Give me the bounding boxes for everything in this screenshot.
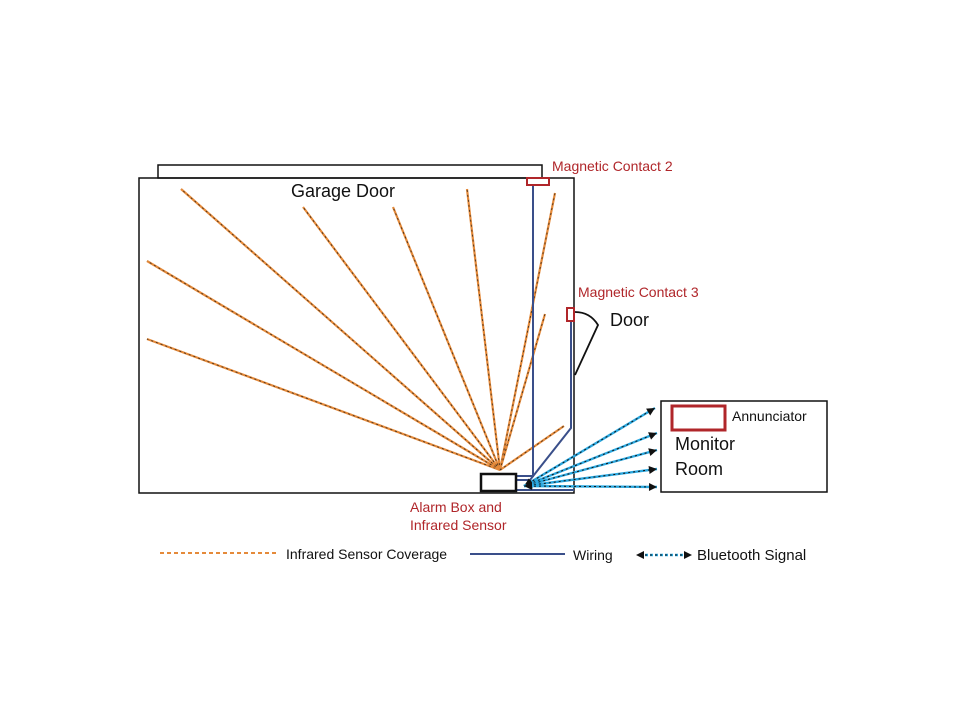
garage-outline [138,177,575,494]
bluetooth-dots-2 [523,432,658,487]
magnetic-contact-3-label: Magnetic Contact 3 [578,284,699,300]
door-swing-line [574,311,600,376]
magnetic-contact-3-marker [566,307,575,322]
wiring-contact-2 [516,185,534,477]
ir-ray-1 [146,337,501,472]
bluetooth-dots-4 [523,468,658,487]
ir-ray-dash-7 [499,192,556,471]
magnetic-contact-2-marker [526,177,550,186]
bluetooth-arrowhead-start-5 [524,482,533,491]
bluetooth-signal-arrows [523,406,658,491]
annunciator-marker [670,404,727,432]
ir-ray-dash-5 [392,206,501,471]
legend-bluetooth-arrow-left [636,551,644,559]
door-label: Door [610,310,650,330]
bluetooth-arrowhead-end-2 [648,432,657,440]
garage-door-label: Garage Door [291,181,396,201]
bluetooth-line-3 [523,448,658,488]
legend-ir-label: Infrared Sensor Coverage [286,546,448,562]
ir-ray-dash-2 [146,260,501,471]
legend-bluetooth-arrow-right [684,551,692,559]
bluetooth-arrowhead-end-1 [646,408,655,416]
alarm-box-label-line2: Infrared Sensor [410,517,507,533]
magnetic-contact-2-label: Magnetic Contact 2 [552,158,673,174]
garage-door-top-strip [157,164,543,179]
monitor-room-label-line2: Room [675,459,724,479]
bluetooth-arrowhead-end-3 [648,448,657,456]
legend-bluetooth-label: Bluetooth Signal [697,547,807,564]
legend-wiring-label: Wiring [573,547,613,563]
bluetooth-arrowhead-end-4 [648,466,657,474]
ir-ray-dash-3 [180,188,501,471]
bluetooth-dots-5 [523,485,658,488]
infrared-coverage-rays [146,188,565,472]
bluetooth-dots-1 [523,407,656,487]
wiring-lines [516,185,574,491]
ir-ray-dash-8 [499,313,546,471]
wiring-contact-3 [516,321,572,481]
annunciator-label: Annunciator [732,408,807,424]
alarm-box [479,472,518,493]
bluetooth-arrowhead-end-5 [648,482,657,491]
ir-ray-dash-6 [466,188,501,471]
alarm-box-label-line1: Alarm Box and [410,499,502,515]
monitor-room-label-line1: Monitor [675,434,736,454]
ir-ray-4 [302,206,501,471]
